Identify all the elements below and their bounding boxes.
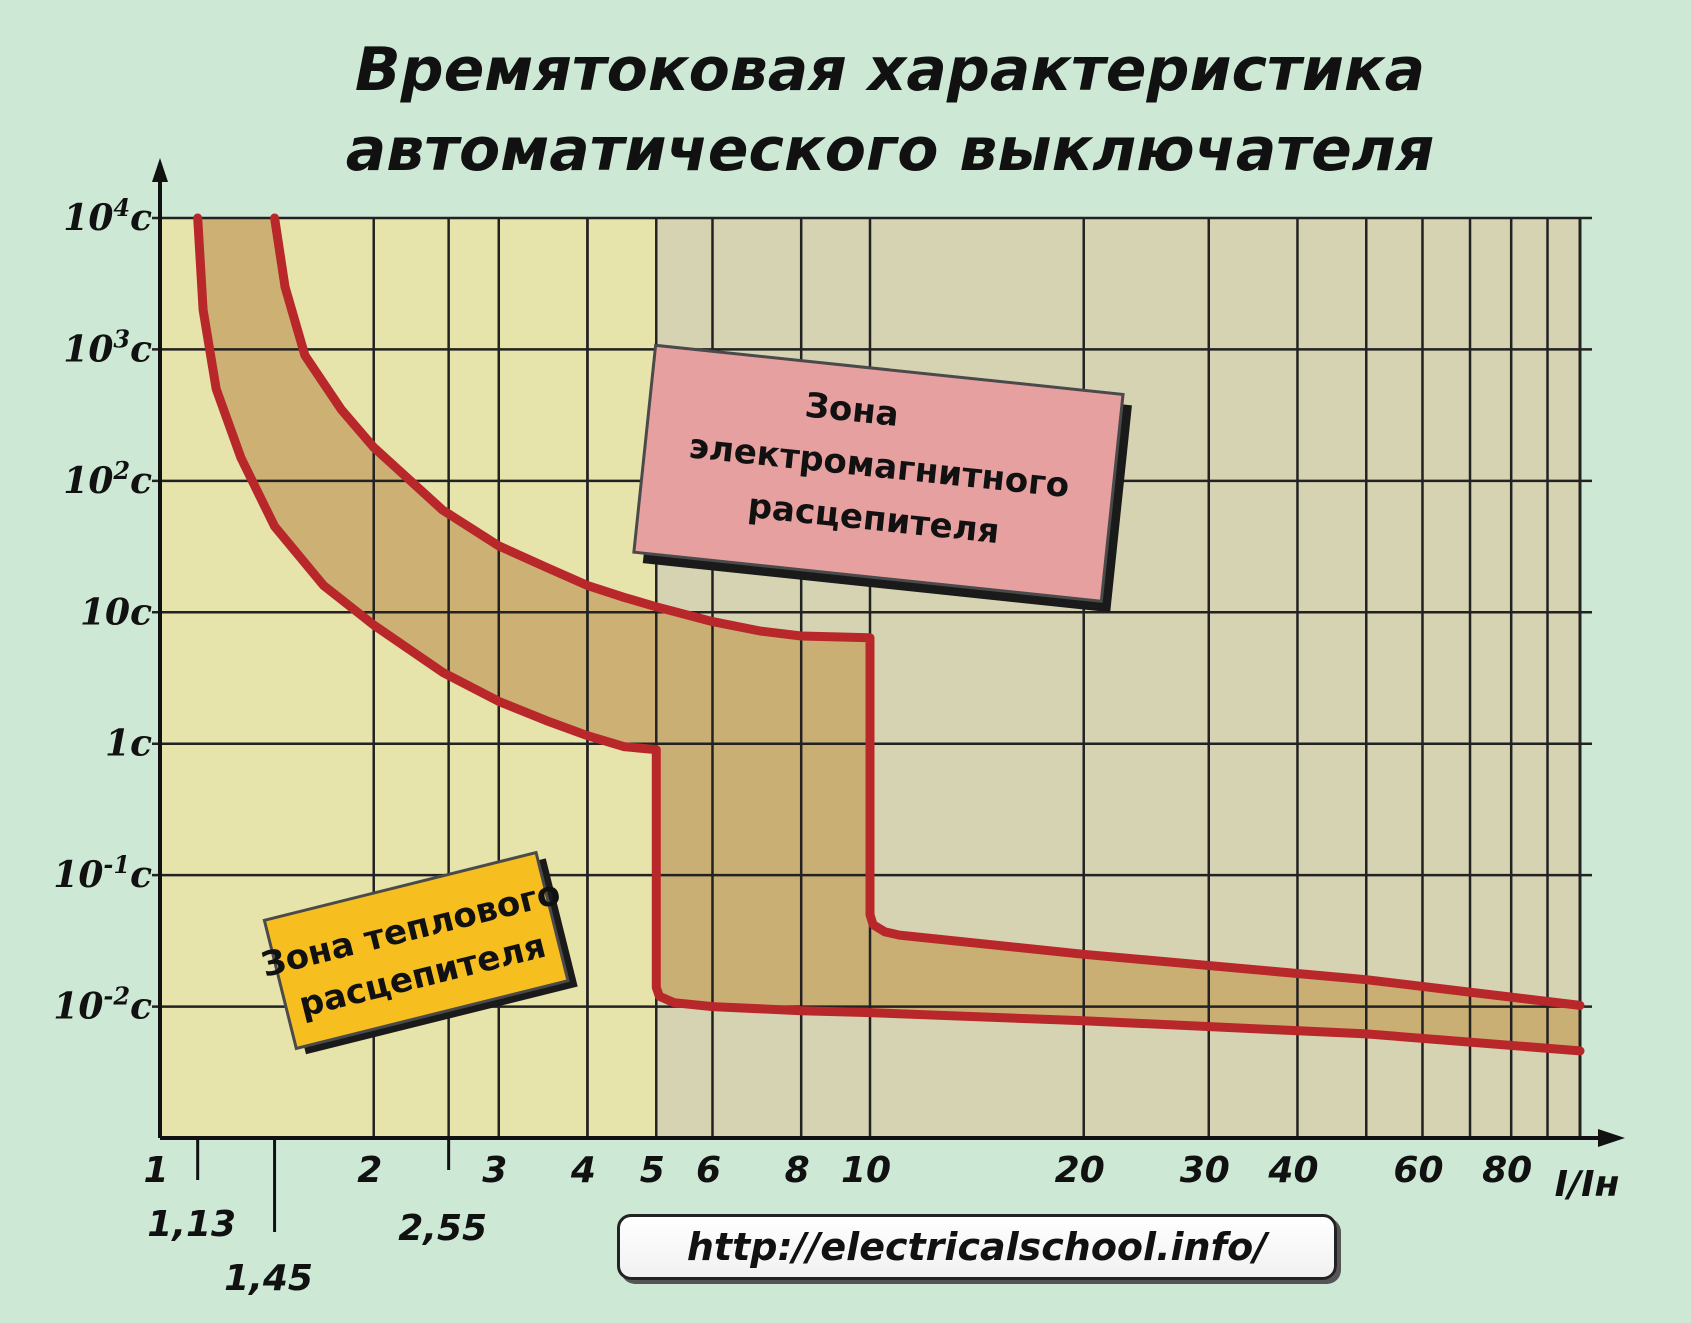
y-axis-arrow (152, 158, 168, 182)
y-tick-label: 10c (80, 591, 152, 633)
x-marker-labels: 1,13 1,45 2,55 (147, 1138, 487, 1299)
source-url-box: http://electricalschool.info/ (617, 1214, 1337, 1280)
x-marker-label: 1,45 (224, 1258, 313, 1299)
chart-title-line-2: автоматического выключателя (346, 115, 1435, 185)
y-tick-label: 10-2c (53, 982, 152, 1028)
trip-band-layer (197, 218, 1581, 1051)
x-tick-label: 1 (143, 1150, 168, 1191)
y-tick-label: 104c (63, 193, 152, 239)
x-tick-label: 8 (785, 1150, 810, 1191)
x-tick-label: 10 (841, 1150, 891, 1191)
curve-upper (270, 213, 1585, 1010)
x-tick-label: 60 (1393, 1150, 1443, 1191)
x-tick-label: 20 (1055, 1150, 1105, 1191)
thermal-zone-label-box (262, 850, 570, 1051)
x-tick-labels: 1 2 3 4 5 6 8 10 20 30 40 60 80 (143, 1150, 1532, 1191)
em-zone-label-box (632, 343, 1125, 603)
x-marker-label: 2,55 (398, 1208, 487, 1249)
x-tick-label: 40 (1267, 1150, 1318, 1191)
em-zone-label-line-1: Зона (803, 385, 901, 435)
x-marker-label: 1,13 (147, 1204, 236, 1245)
chart-title-line-1: Времятоковая характеристика (355, 35, 1425, 105)
x-tick-label: 30 (1180, 1150, 1230, 1191)
source-url: http://electricalschool.info/ (686, 1225, 1268, 1269)
y-tick-labels: 104c 103c 102c 10c 1c 10-1c 10-2c (53, 193, 152, 1028)
x-tick-label: 6 (696, 1150, 721, 1191)
y-tick-label: 1c (105, 723, 152, 765)
x-axis-label: I/Iн (1555, 1164, 1620, 1205)
axes-layer (152, 158, 1625, 1147)
trip-band (197, 218, 1581, 1051)
y-tick-label: 103c (63, 324, 152, 370)
y-tick-label: 102c (63, 456, 152, 502)
x-axis-arrow (1598, 1129, 1625, 1147)
curves-layer (193, 213, 1585, 1056)
y-tick-label: 10-1c (53, 850, 152, 896)
x-tick-label: 80 (1482, 1150, 1532, 1191)
x-tick-label: 4 (570, 1150, 596, 1191)
em-zone-label: Зона электромагнитного расцепителя (632, 343, 1132, 613)
x-tick-label: 5 (640, 1150, 665, 1191)
thermal-zone-label: Зона теплового расцепителя (257, 850, 578, 1055)
x-tick-label: 3 (482, 1150, 507, 1191)
curve-lower (193, 213, 1585, 1056)
x-tick-label: 2 (357, 1150, 382, 1191)
